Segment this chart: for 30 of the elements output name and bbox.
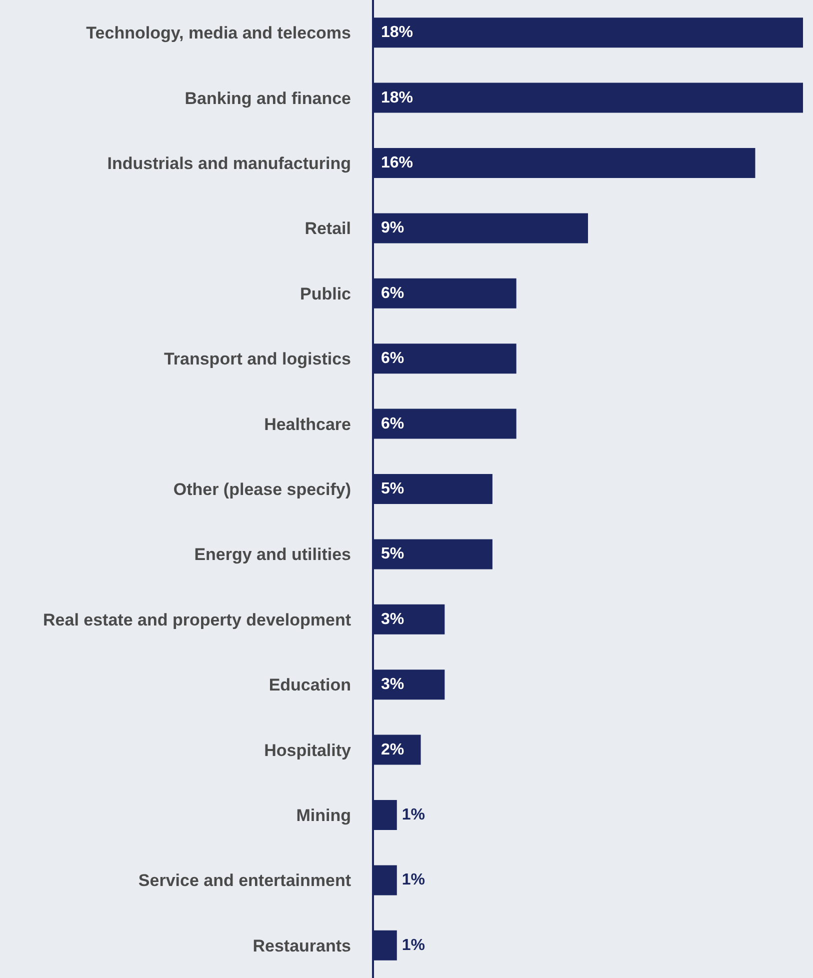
y-tick-label: Public xyxy=(300,284,351,304)
y-tick-label: Service and entertainment xyxy=(138,871,352,890)
data-label: 3% xyxy=(381,610,404,628)
data-label: 9% xyxy=(381,220,404,237)
y-tick-label: Restaurants xyxy=(252,936,351,956)
y-tick-label: Industrials and manufacturing xyxy=(107,154,351,174)
data-label: 6% xyxy=(381,415,404,432)
y-tick-label: Healthcare xyxy=(264,414,351,434)
data-label: 5% xyxy=(381,480,404,498)
y-tick-label: Transport and logistics xyxy=(164,350,351,369)
data-label: 2% xyxy=(381,741,404,758)
y-tick-label: Other (please specify) xyxy=(173,480,351,500)
y-tick-label: Energy and utilities xyxy=(194,545,351,564)
data-label: 3% xyxy=(381,676,404,694)
y-tick-label: Hospitality xyxy=(264,740,352,760)
y-tick-label: Banking and finance xyxy=(184,88,351,108)
data-label: 1% xyxy=(402,806,426,824)
data-label: 18% xyxy=(381,89,414,106)
data-label: 1% xyxy=(402,872,426,889)
y-tick-label: Retail xyxy=(304,219,351,238)
y-tick-label: Real estate and property development xyxy=(43,610,352,630)
y-tick-label: Technology, media and telecoms xyxy=(86,24,351,43)
data-label: 16% xyxy=(381,154,414,172)
data-label: 18% xyxy=(381,24,414,42)
data-label: 6% xyxy=(381,350,404,368)
y-tick-label: Mining xyxy=(296,806,351,826)
data-label: 1% xyxy=(402,936,426,954)
data-label: 6% xyxy=(381,284,404,302)
y-tick-label: Education xyxy=(268,676,351,695)
data-label: 5% xyxy=(381,546,404,563)
